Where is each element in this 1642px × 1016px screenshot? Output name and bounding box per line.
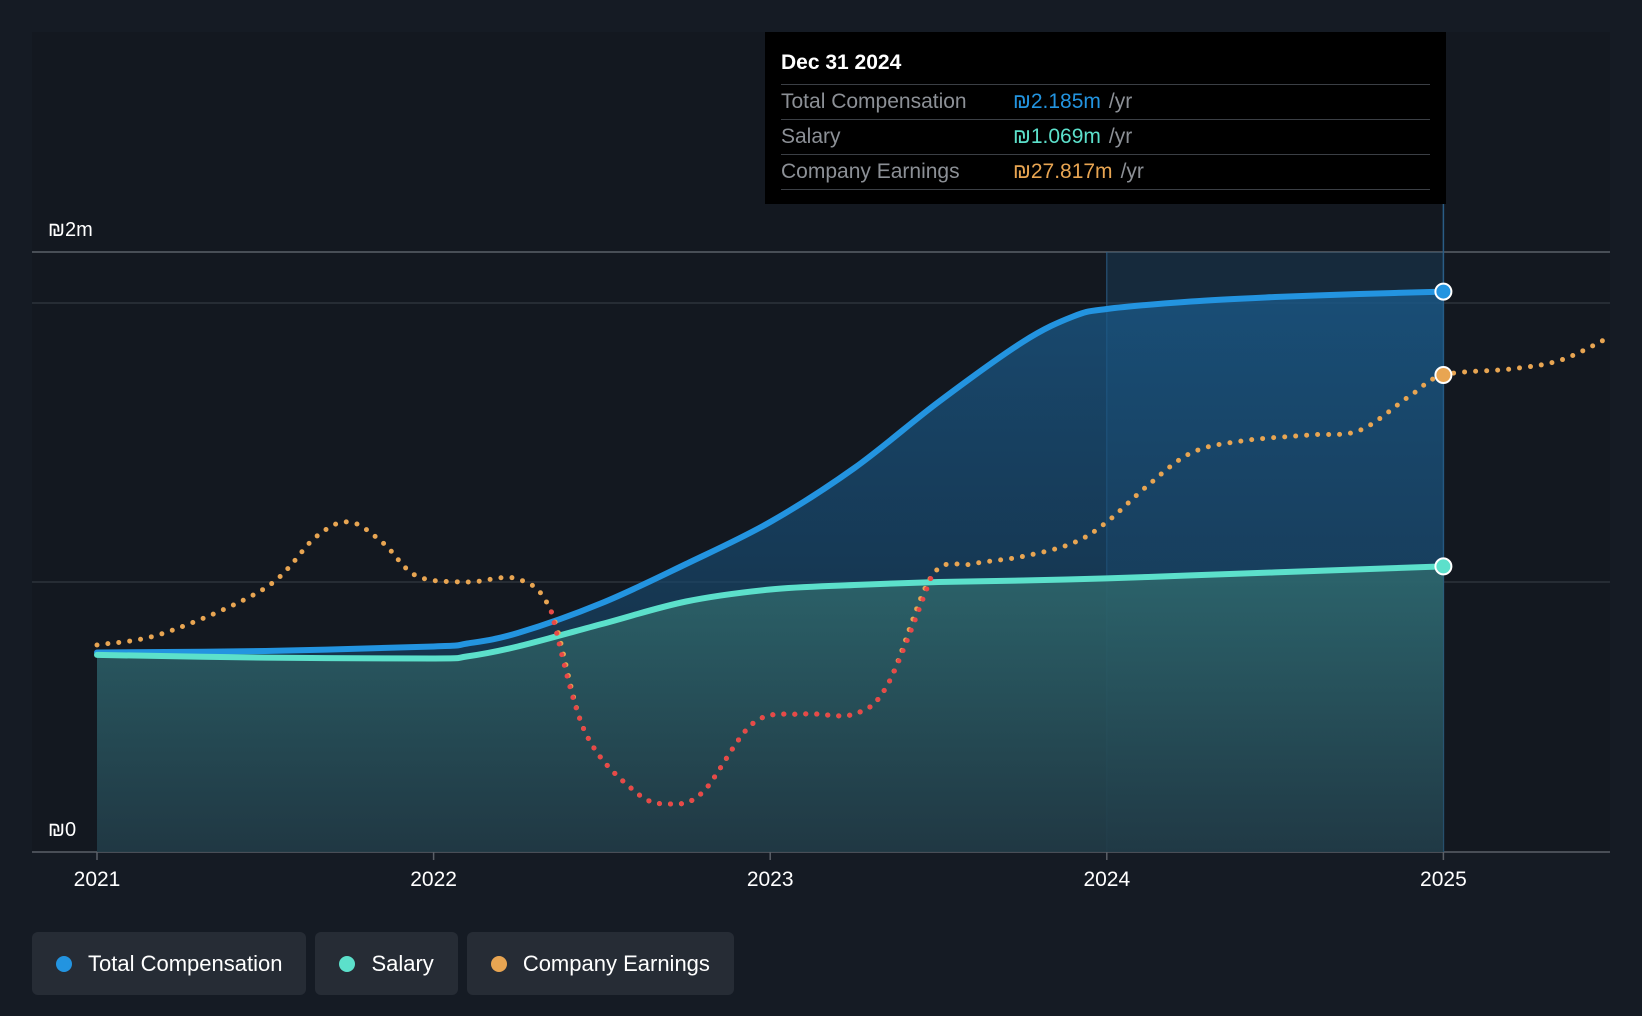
tooltip-value: ₪1.069m xyxy=(1013,125,1101,148)
tooltip-label: Total Compensation xyxy=(781,90,967,113)
tooltip-unit: /yr xyxy=(1120,160,1144,183)
total-compensation-line xyxy=(94,288,1447,656)
axis-labels: ₪2m ₪0 2021 2022 2023 2024 2025 xyxy=(48,219,1467,891)
y-axis-label-bottom: ₪0 xyxy=(48,819,76,841)
x-axis-tick-label: 2025 xyxy=(1420,868,1467,891)
tooltip: Dec 31 2024 Total Compensation ₪2.185m /… xyxy=(765,32,1446,204)
x-axis-tick-label: 2021 xyxy=(74,868,121,891)
legend: Total Compensation Salary Company Earnin… xyxy=(32,932,734,995)
area-fills xyxy=(97,291,1444,853)
y-axis-label-top: ₪2m xyxy=(48,219,93,241)
company-earnings-marker xyxy=(1434,366,1453,384)
legend-label: Company Earnings xyxy=(522,950,710,976)
x-axis-tick-label: 2023 xyxy=(747,868,794,891)
tooltip-row-company-earnings: Company Earnings ₪27.817m /yr xyxy=(781,154,1430,190)
tooltip-unit: /yr xyxy=(1108,125,1133,148)
legend-item-total-compensation[interactable]: Total Compensation xyxy=(32,932,307,995)
tooltip-row-total-compensation: Total Compensation ₪2.185m /yr xyxy=(781,84,1430,119)
legend-dot-icon xyxy=(490,955,507,972)
x-axis-tick-label: 2022 xyxy=(410,868,457,891)
salary-line xyxy=(94,563,1447,662)
tooltip-label: Salary xyxy=(781,125,841,148)
legend-item-company-earnings[interactable]: Company Earnings xyxy=(466,932,734,995)
legend-label: Salary xyxy=(371,950,434,976)
tooltip-row-salary: Salary ₪1.069m /yr xyxy=(781,119,1430,154)
company-earnings-negative-line xyxy=(548,573,935,807)
tooltip-value: ₪2.185m xyxy=(1013,90,1101,113)
total-compensation-marker xyxy=(1434,282,1453,301)
legend-item-salary[interactable]: Salary xyxy=(315,932,458,995)
series-markers xyxy=(1434,282,1453,576)
legend-dot-icon xyxy=(56,955,72,972)
salary-area xyxy=(97,566,1444,852)
tooltip-label: Company Earnings xyxy=(781,160,960,183)
legend-dot-icon xyxy=(339,955,356,972)
series-lines xyxy=(94,288,1615,807)
tooltip-unit: /yr xyxy=(1108,90,1133,113)
x-axis-tick-label: 2024 xyxy=(1083,868,1130,891)
legend-label: Total Compensation xyxy=(88,950,283,976)
tooltip-value: ₪27.817m xyxy=(1013,160,1113,183)
salary-marker xyxy=(1434,557,1453,576)
tooltip-date: Dec 31 2024 xyxy=(781,51,902,74)
